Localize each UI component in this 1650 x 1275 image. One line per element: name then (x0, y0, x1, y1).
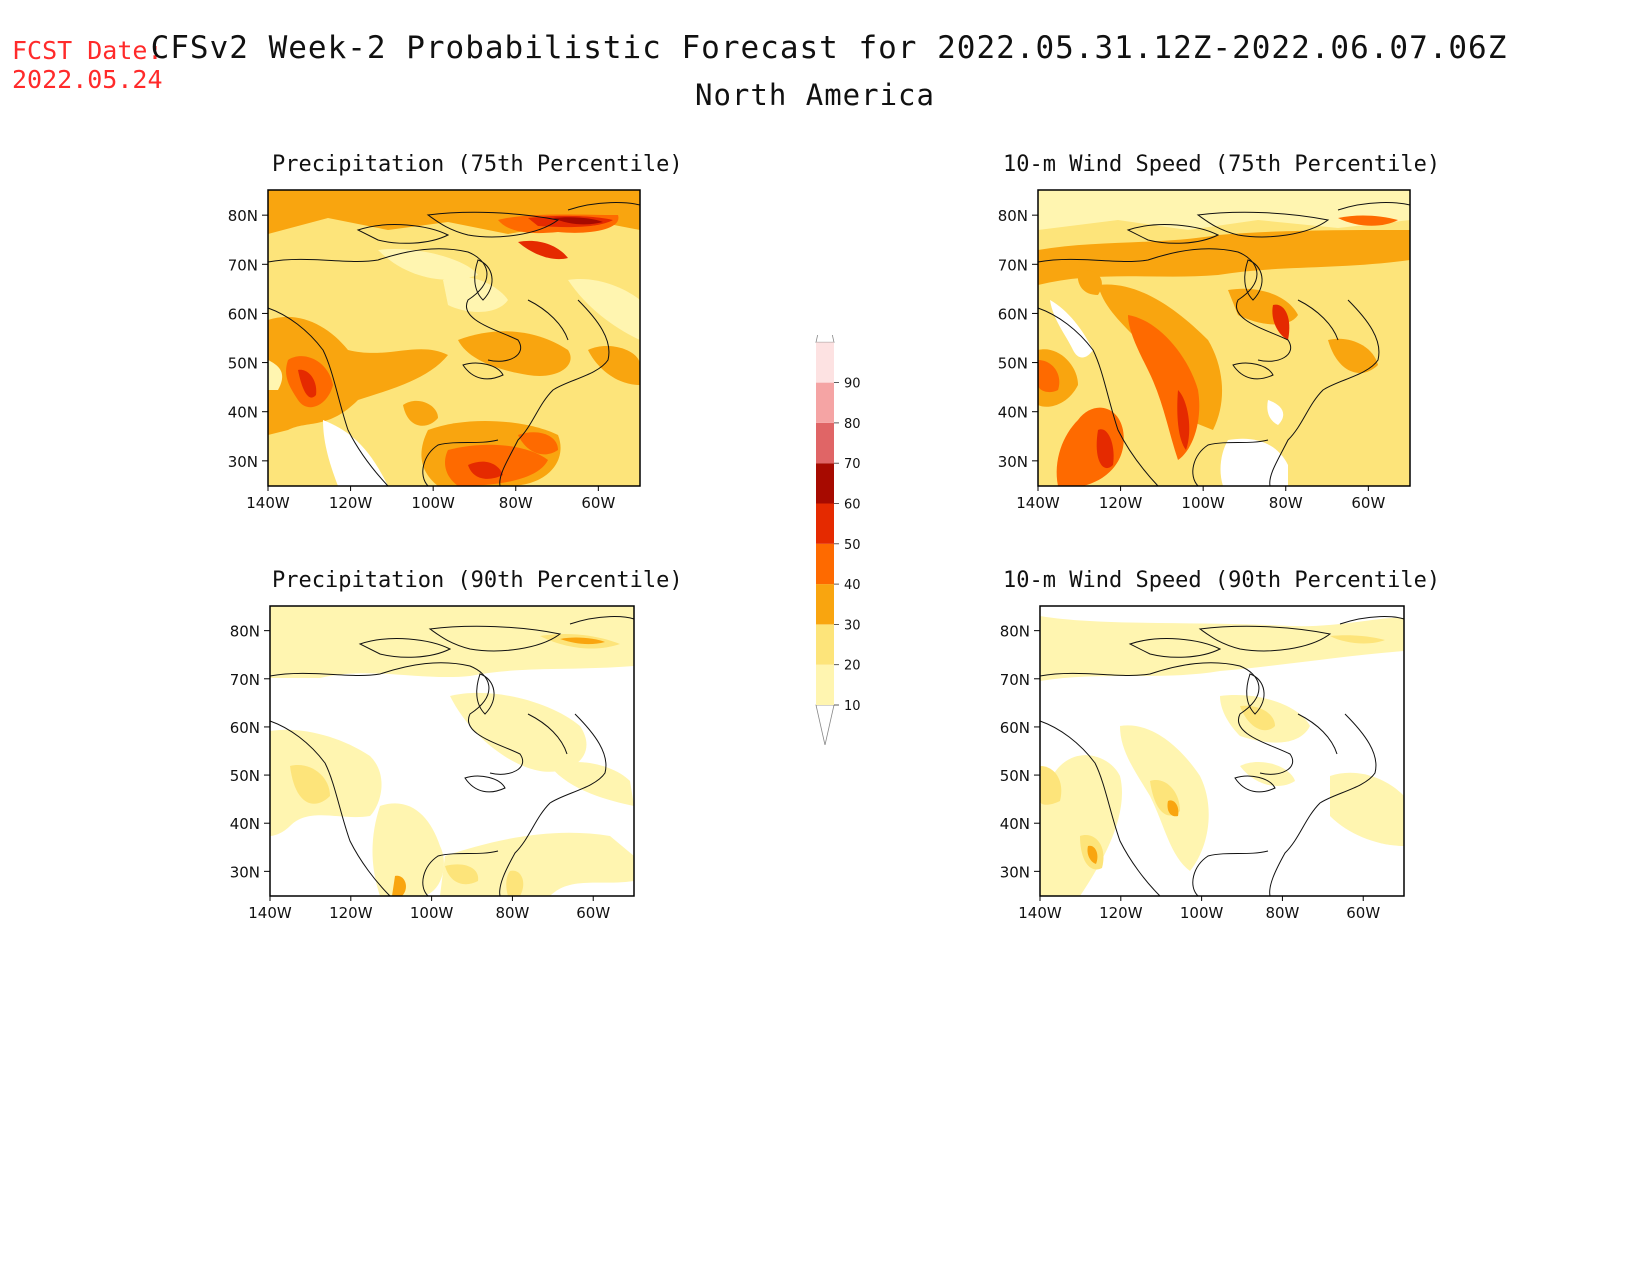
lat-tick-label: 50N (230, 767, 260, 785)
lon-tick-label: 80W (1269, 494, 1303, 512)
axis-labels: 80N 70N 60N 50N 40N 30N 140W 120W 100W 80W 60W (228, 207, 616, 512)
lat-tick-label: 40N (230, 815, 260, 833)
colorbar-min-arrow (815, 704, 835, 745)
colorbar: 90 80 70 60 50 40 30 20 10 (815, 335, 861, 745)
lat-tick-label: 60N (230, 719, 260, 737)
lat-tick-label: 30N (230, 863, 260, 881)
colorbar-box (816, 584, 834, 625)
lat-tick-label: 60N (1000, 719, 1030, 737)
lat-tick-label: 50N (228, 355, 258, 373)
panel-title-wind-75: 10-m Wind Speed (75th Percentile) (1003, 152, 1441, 177)
colorbar-box (816, 503, 834, 544)
forecast-date-label: FCST Date: (12, 36, 163, 65)
colorbar-label: 50 (844, 538, 861, 553)
colorbar-label: 30 (844, 618, 861, 633)
colorbar-box (816, 422, 834, 464)
lon-tick-label: 60W (1351, 494, 1385, 512)
map-panel-wind-75: 80N 70N 60N 50N 40N 30N 140W 120W 100W 80W 60W (998, 189, 1411, 512)
colorbar-max-arrow (815, 335, 835, 343)
colorbar-boxes (815, 335, 835, 745)
lon-tick-label: 60W (576, 904, 610, 922)
lon-tick-label: 80W (495, 904, 529, 922)
lat-tick-label: 50N (1000, 767, 1030, 785)
page-title: CFSv2 Week-2 Probabilistic Forecast for … (0, 30, 1650, 66)
lat-tick-label: 60N (228, 305, 258, 323)
colorbar-label: 40 (844, 578, 861, 593)
lat-tick-label: 40N (228, 404, 258, 422)
lon-tick-label: 100W (1181, 494, 1225, 512)
lat-tick-label: 30N (228, 453, 258, 471)
panel-title-precip-90: Precipitation (90th Percentile) (272, 568, 683, 593)
lon-tick-label: 120W (1099, 904, 1143, 922)
lat-tick-label: 80N (230, 623, 260, 641)
colorbar-box (816, 382, 834, 423)
lat-tick-label: 40N (1000, 815, 1030, 833)
colorbar-box (816, 664, 834, 705)
lon-tick-label: 100W (410, 904, 454, 922)
colorbar-label: 70 (844, 457, 861, 472)
colorbar-box (816, 624, 834, 665)
lat-tick-label: 40N (998, 404, 1028, 422)
map-panel-wind-90: 80N 70N 60N 50N 40N 30N 140W 120W 100W 80W 60W (1000, 605, 1405, 922)
lon-tick-label: 60W (1346, 904, 1380, 922)
forecast-date-value: 2022.05.24 (12, 65, 163, 94)
lon-tick-label: 80W (499, 494, 533, 512)
lon-tick-label: 120W (1099, 494, 1143, 512)
lat-tick-label: 70N (1000, 671, 1030, 689)
lat-tick-label: 70N (998, 256, 1028, 274)
colorbar-box (816, 342, 834, 383)
lon-tick-label: 140W (1018, 904, 1062, 922)
colorbar-label: 60 (844, 498, 861, 513)
lat-tick-label: 80N (998, 207, 1028, 225)
colorbar-box (816, 543, 834, 585)
lat-tick-label: 60N (998, 305, 1028, 323)
lat-tick-label: 70N (228, 256, 258, 274)
colorbar-label: 80 (844, 417, 861, 432)
axis-labels: 80N 70N 60N 50N 40N 30N 140W 120W 100W 80W 60W (230, 623, 611, 922)
colorbar-label: 90 (844, 377, 861, 392)
lon-tick-label: 80W (1265, 904, 1299, 922)
panel-title-precip-75: Precipitation (75th Percentile) (272, 152, 683, 177)
forecast-date-block: FCST Date: 2022.05.24 (12, 36, 163, 94)
lon-tick-label: 140W (246, 494, 290, 512)
lon-tick-label: 120W (329, 904, 373, 922)
page-title-text: CFSv2 Week-2 Probabilistic Forecast for … (150, 30, 1508, 66)
colorbar-labels: 90 80 70 60 50 40 30 20 10 (834, 377, 861, 714)
lat-tick-label: 30N (1000, 863, 1030, 881)
axis-labels: 80N 70N 60N 50N 40N 30N 140W 120W 100W 80W 60W (998, 207, 1386, 512)
lat-tick-label: 80N (228, 207, 258, 225)
lon-tick-label: 140W (1016, 494, 1060, 512)
map-panel-precip-75: 80N 70N 60N 50N 40N 30N 140W 120W 100W 80W 60W (228, 189, 641, 512)
lat-tick-label: 70N (230, 671, 260, 689)
colorbar-box (816, 463, 834, 504)
lon-tick-label: 140W (248, 904, 292, 922)
colorbar-label: 10 (844, 699, 861, 714)
lon-tick-label: 120W (329, 494, 373, 512)
colorbar-label: 20 (844, 659, 861, 674)
axis-labels: 80N 70N 60N 50N 40N 30N 140W 120W 100W 80W 60W (1000, 623, 1381, 922)
map-panel-precip-90: 80N 70N 60N 50N 40N 30N 140W 120W 100W 80W 60W (230, 605, 635, 922)
lon-tick-label: 100W (411, 494, 455, 512)
lat-tick-label: 80N (1000, 623, 1030, 641)
lat-tick-label: 30N (998, 453, 1028, 471)
lon-tick-label: 60W (581, 494, 615, 512)
lat-tick-label: 50N (998, 355, 1028, 373)
lon-tick-label: 100W (1180, 904, 1224, 922)
region-subtitle: North America (695, 78, 935, 112)
panel-title-wind-90: 10-m Wind Speed (90th Percentile) (1003, 568, 1441, 593)
